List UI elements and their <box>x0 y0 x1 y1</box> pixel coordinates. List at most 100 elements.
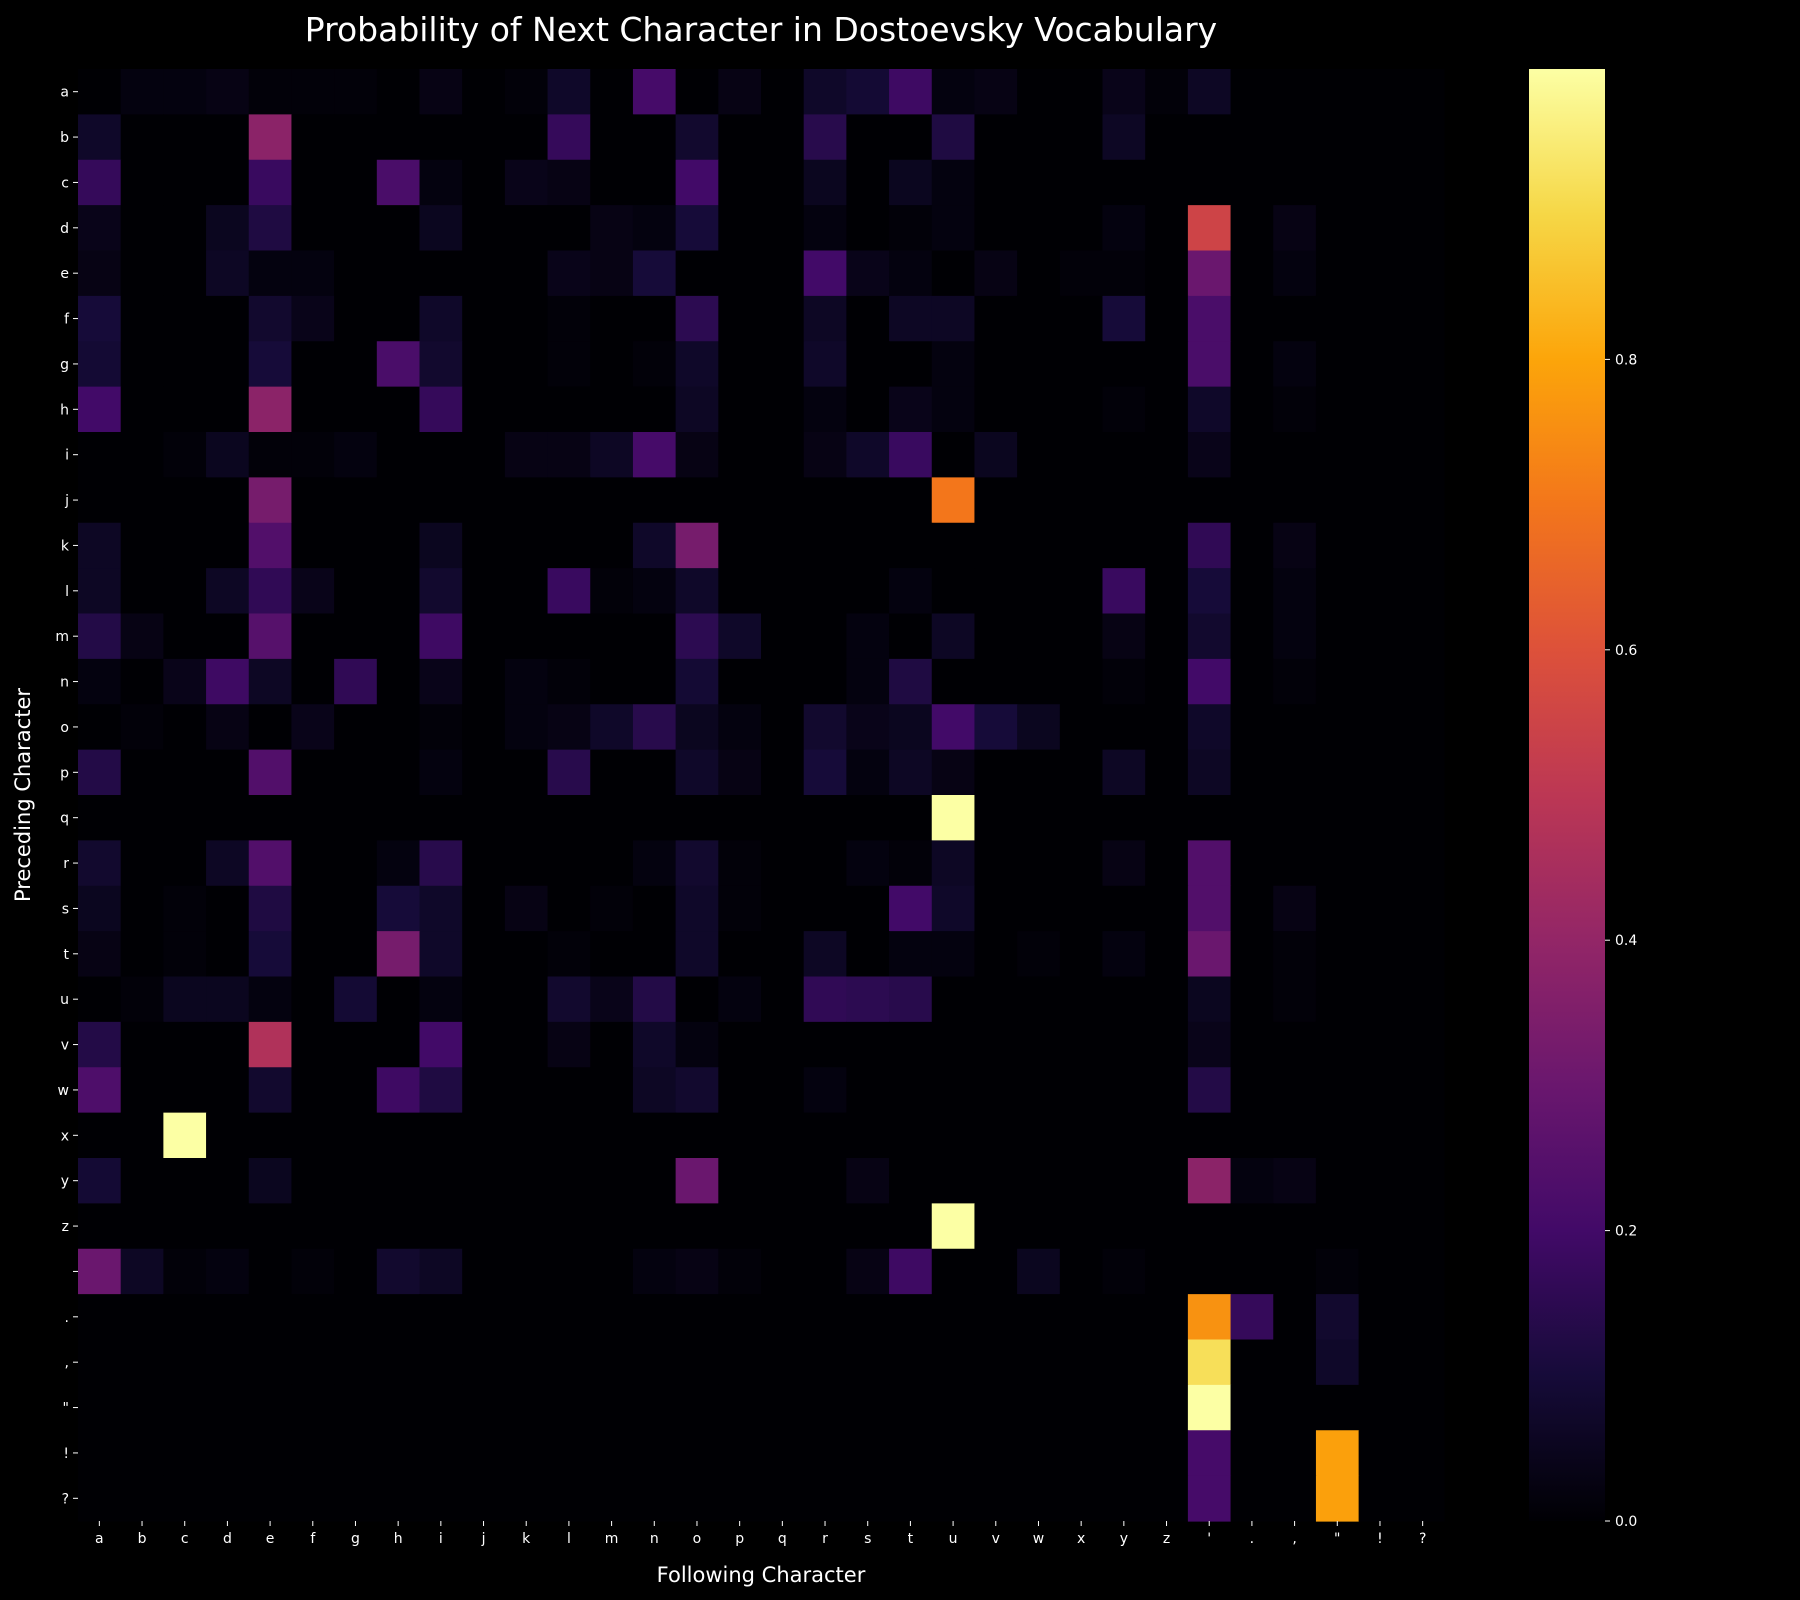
heatmap-cell <box>633 1022 676 1068</box>
heatmap-cell <box>505 568 548 614</box>
x-tick-label: m <box>605 1531 619 1547</box>
heatmap-cell <box>548 477 591 523</box>
heatmap-cell <box>420 614 463 660</box>
heatmap-cell <box>1145 341 1188 387</box>
heatmap-cell <box>291 69 334 115</box>
x-axis-label: Following Character <box>657 1563 866 1587</box>
y-tick-label: ? <box>62 1491 69 1507</box>
heatmap-cell <box>291 1340 334 1386</box>
heatmap-cell <box>163 795 206 841</box>
heatmap-cell <box>548 1340 591 1386</box>
heatmap-cell <box>1316 977 1359 1023</box>
heatmap-cell <box>974 296 1017 342</box>
heatmap-cell <box>1316 659 1359 705</box>
heatmap-cell <box>932 931 975 977</box>
heatmap-cell <box>291 205 334 251</box>
y-tick-label: g <box>60 357 69 373</box>
heatmap-cell <box>974 1340 1017 1386</box>
heatmap-cell <box>206 704 249 750</box>
heatmap-cell <box>334 477 377 523</box>
heatmap-cell <box>676 1249 719 1295</box>
heatmap-cell <box>377 977 420 1023</box>
heatmap-cell <box>761 795 804 841</box>
heatmap-cell <box>1231 1476 1274 1522</box>
heatmap-cell <box>377 659 420 705</box>
heatmap-cell <box>420 1340 463 1386</box>
heatmap-cell <box>291 1385 334 1431</box>
heatmap-cell <box>889 568 932 614</box>
heatmap-cell <box>121 205 164 251</box>
heatmap-cell <box>1017 1249 1060 1295</box>
heatmap-cell <box>1401 1158 1444 1204</box>
heatmap-cell <box>846 205 889 251</box>
heatmap-cell <box>846 977 889 1023</box>
heatmap-cell <box>932 1022 975 1068</box>
heatmap-cell <box>505 523 548 569</box>
heatmap-cell <box>291 296 334 342</box>
y-tick-label: h <box>60 402 69 418</box>
heatmap-cell <box>718 568 761 614</box>
heatmap-cell <box>804 251 847 297</box>
heatmap-cell <box>78 296 121 342</box>
heatmap-cell <box>1188 795 1231 841</box>
heatmap-cell <box>1017 1340 1060 1386</box>
heatmap-cell <box>121 341 164 387</box>
heatmap-cell <box>1188 69 1231 115</box>
heatmap-cell <box>420 114 463 160</box>
heatmap-cell <box>291 614 334 660</box>
heatmap-cell <box>78 160 121 206</box>
heatmap-cell <box>932 977 975 1023</box>
heatmap-cell <box>1060 931 1103 977</box>
heatmap-cell <box>462 296 505 342</box>
heatmap-cell <box>889 977 932 1023</box>
heatmap-cell <box>462 1385 505 1431</box>
heatmap-cell <box>1273 523 1316 569</box>
heatmap-cell <box>1017 750 1060 796</box>
heatmap-cell <box>1145 704 1188 750</box>
heatmap-cell <box>761 1340 804 1386</box>
heatmap-cell <box>676 160 719 206</box>
heatmap-cell <box>1060 704 1103 750</box>
heatmap-cell <box>804 1340 847 1386</box>
heatmap-cell <box>78 1340 121 1386</box>
heatmap-cell <box>633 296 676 342</box>
heatmap-cell <box>1359 568 1402 614</box>
heatmap-cell <box>1188 1340 1231 1386</box>
heatmap-cell <box>1103 341 1146 387</box>
heatmap-cell <box>334 977 377 1023</box>
heatmap-cell <box>78 931 121 977</box>
heatmap-cell <box>163 614 206 660</box>
heatmap-cell <box>1145 1067 1188 1113</box>
heatmap-cell <box>633 568 676 614</box>
heatmap-cell <box>932 750 975 796</box>
heatmap-cell <box>590 568 633 614</box>
heatmap-cell <box>420 1022 463 1068</box>
heatmap-cell <box>1359 977 1402 1023</box>
heatmap-cell <box>804 886 847 932</box>
heatmap-cell <box>633 1476 676 1522</box>
heatmap-cell <box>1359 614 1402 660</box>
heatmap-cell <box>633 750 676 796</box>
heatmap-cell <box>804 432 847 478</box>
heatmap-cell <box>1103 296 1146 342</box>
heatmap-cell <box>718 1067 761 1113</box>
heatmap-cell <box>1103 704 1146 750</box>
heatmap-cell <box>846 1340 889 1386</box>
heatmap-cell <box>1188 750 1231 796</box>
heatmap-cell <box>633 1340 676 1386</box>
heatmap-cell <box>334 251 377 297</box>
heatmap-cell <box>590 886 633 932</box>
heatmap-cell <box>1188 477 1231 523</box>
heatmap-cell <box>548 704 591 750</box>
heatmap-cell <box>889 387 932 433</box>
heatmap-cell <box>1017 795 1060 841</box>
heatmap-cell <box>1359 1022 1402 1068</box>
heatmap-cell <box>1188 977 1231 1023</box>
heatmap-cell <box>163 1385 206 1431</box>
heatmap-cell <box>462 886 505 932</box>
heatmap-cell <box>291 1203 334 1249</box>
heatmap-cell <box>1401 523 1444 569</box>
heatmap-cell <box>1273 1385 1316 1431</box>
heatmap-cell <box>121 1022 164 1068</box>
heatmap-cell <box>1060 1067 1103 1113</box>
